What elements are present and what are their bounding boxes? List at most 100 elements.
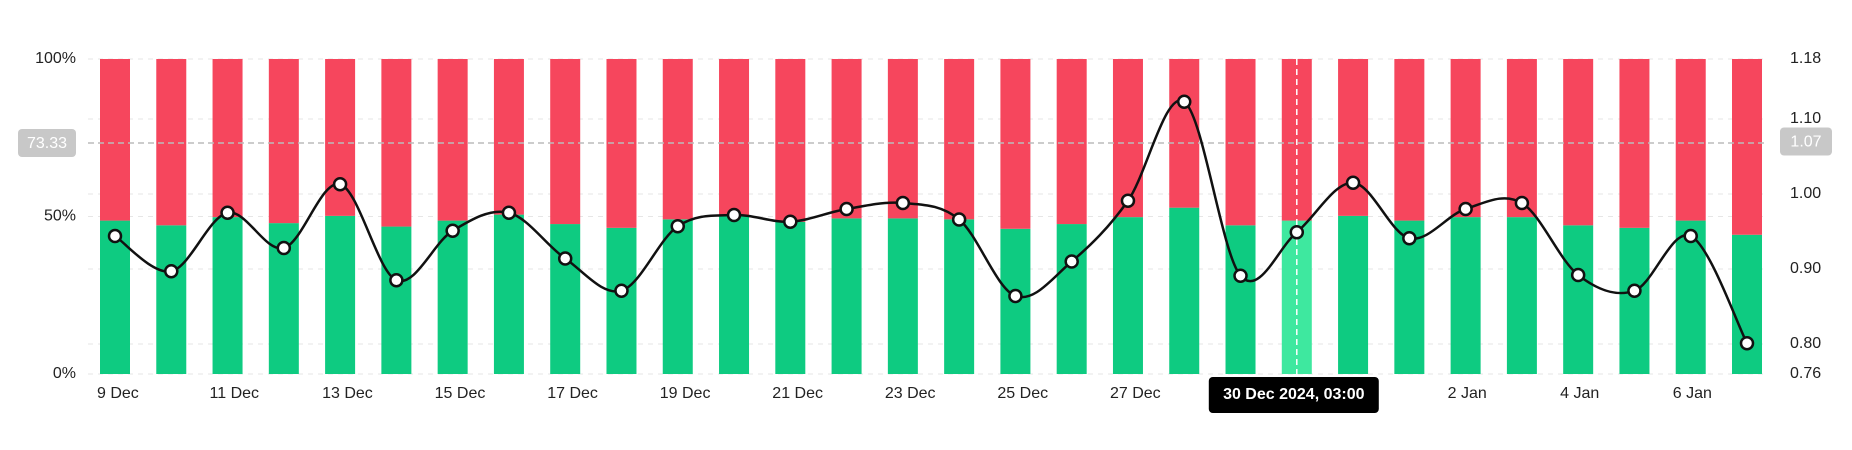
x-tick-label: 17 Dec bbox=[547, 385, 598, 402]
x-tick-label: 13 Dec bbox=[322, 385, 373, 402]
bar-segment bbox=[493, 59, 524, 215]
bar-segment bbox=[1000, 59, 1031, 229]
bar-segment bbox=[1675, 59, 1706, 221]
bar-segment bbox=[156, 59, 187, 226]
bar-segment bbox=[1225, 225, 1256, 374]
ratio-point bbox=[445, 223, 460, 238]
bar-segment bbox=[437, 59, 468, 221]
bar-segment bbox=[1450, 217, 1481, 374]
x-tick-label: 15 Dec bbox=[435, 385, 486, 402]
label-text: 73.33 bbox=[27, 135, 67, 152]
ratio-point bbox=[389, 273, 404, 288]
bar-segment bbox=[1732, 234, 1762, 374]
ratio-point bbox=[557, 251, 573, 266]
crosshair-y2-label: 1.07 bbox=[1780, 127, 1832, 156]
ratio-point bbox=[839, 201, 854, 217]
bar-segment bbox=[212, 59, 243, 218]
bar-segment bbox=[156, 225, 187, 374]
bar-segment bbox=[1506, 217, 1537, 374]
bar-segment bbox=[1112, 217, 1143, 374]
bar-segment bbox=[1394, 59, 1425, 221]
bar-segment bbox=[1619, 227, 1650, 374]
bar-segment bbox=[1112, 59, 1143, 218]
ratio-point bbox=[1627, 283, 1642, 298]
crosshair-x-label: 30 Dec 2024, 03:00 bbox=[1208, 377, 1379, 413]
bar-segment bbox=[887, 59, 918, 219]
bar-segment bbox=[325, 215, 356, 374]
y2-tick-label: 0.90 bbox=[1790, 260, 1821, 277]
bar-segment bbox=[1281, 220, 1312, 374]
ratio-point bbox=[1233, 268, 1248, 283]
x-tick-label: 25 Dec bbox=[997, 385, 1048, 402]
ratio-point bbox=[1739, 336, 1755, 351]
x-tick-label: 21 Dec bbox=[772, 385, 823, 402]
ratio-point bbox=[1402, 231, 1417, 246]
bar-segment bbox=[662, 59, 693, 220]
ratio-point bbox=[783, 214, 798, 229]
ratio-point bbox=[1570, 267, 1586, 283]
ratio-point bbox=[951, 212, 967, 227]
ratio-point bbox=[1176, 94, 1192, 109]
bar-segment bbox=[1056, 224, 1087, 374]
ratio-point bbox=[670, 219, 686, 234]
bar-segment bbox=[212, 217, 243, 374]
label-box bbox=[1780, 127, 1832, 156]
bar-segment bbox=[1169, 59, 1200, 208]
y2-tick-label: 1.10 bbox=[1790, 110, 1821, 127]
ratio-point bbox=[1120, 193, 1136, 208]
bar-segment bbox=[775, 59, 806, 222]
bar-segment bbox=[1225, 59, 1256, 226]
bar-segment bbox=[381, 59, 412, 227]
label-text: 30 Dec 2024, 03:00 bbox=[1223, 386, 1365, 403]
ratio-point bbox=[107, 228, 123, 244]
ratio-point bbox=[1008, 288, 1023, 304]
y2-tick-label: 1.18 bbox=[1790, 50, 1821, 67]
ratio-point bbox=[501, 205, 517, 220]
y2-tick-label: 1.00 bbox=[1790, 185, 1821, 202]
ratio-point bbox=[1289, 225, 1305, 240]
ratio-point bbox=[1514, 195, 1530, 211]
ratio-point bbox=[1064, 254, 1079, 269]
bar-segment bbox=[662, 219, 693, 374]
bar-segment bbox=[1563, 59, 1594, 226]
y-tick-label: 50% bbox=[44, 208, 76, 225]
ratio-point bbox=[164, 264, 179, 279]
x-tick-label: 19 Dec bbox=[660, 385, 711, 402]
ratio-point bbox=[1345, 175, 1361, 190]
bar-segment bbox=[1394, 220, 1425, 374]
bar-segment bbox=[887, 218, 918, 374]
ratio-point bbox=[276, 240, 292, 256]
bar-segment bbox=[606, 227, 637, 374]
bar-segment bbox=[1338, 215, 1369, 374]
crosshair-y-label: 73.33 bbox=[18, 129, 76, 158]
ratio-point bbox=[1458, 201, 1473, 217]
bar-segment bbox=[831, 218, 862, 374]
bar-segment bbox=[1169, 207, 1200, 374]
label-box bbox=[18, 129, 76, 158]
bar-segment bbox=[1338, 59, 1369, 216]
bar-segment bbox=[1450, 59, 1481, 218]
label-text: 1.07 bbox=[1790, 134, 1821, 151]
bar-segment bbox=[1732, 59, 1762, 235]
bar-segment bbox=[944, 219, 975, 374]
bar-segment bbox=[1563, 225, 1594, 374]
x-tick-label: 4 Jan bbox=[1560, 385, 1599, 402]
ratio-point bbox=[726, 207, 742, 223]
label-box bbox=[1208, 377, 1379, 413]
ratio-point bbox=[220, 205, 235, 220]
bar-segment bbox=[100, 220, 130, 374]
ratio-point bbox=[614, 283, 629, 298]
bar-segment bbox=[1506, 59, 1537, 218]
ratio-point bbox=[332, 177, 348, 192]
bar-segment bbox=[775, 221, 806, 374]
bar-segment bbox=[550, 224, 581, 374]
bar-segment bbox=[268, 59, 299, 224]
bar-segment bbox=[493, 214, 524, 374]
bar-segment bbox=[437, 220, 468, 374]
x-tick-label: 9 Dec bbox=[97, 385, 139, 402]
bar-segment bbox=[719, 215, 750, 374]
x-tick-label: 11 Dec bbox=[210, 385, 260, 402]
x-tick-label: 2 Jan bbox=[1448, 385, 1487, 402]
y-tick-label: 100% bbox=[35, 50, 76, 67]
